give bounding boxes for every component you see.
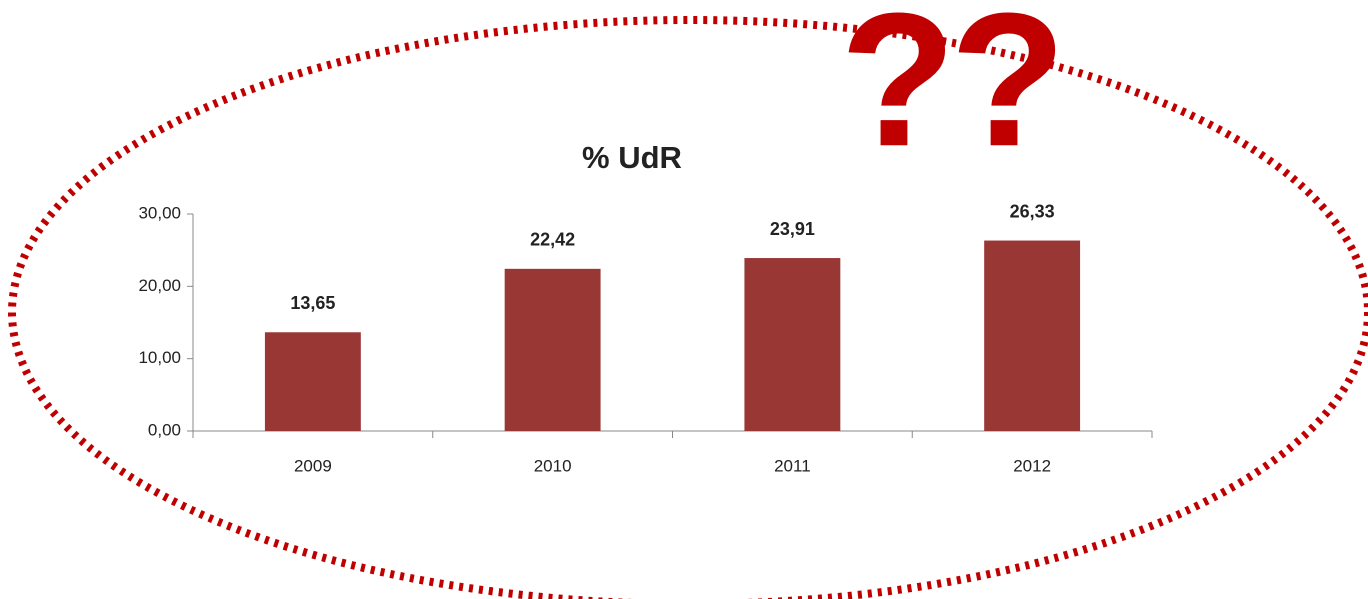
dotted-ellipse	[8, 16, 1368, 599]
value-label: 23,91	[770, 219, 815, 239]
x-tick-label: 2011	[774, 456, 811, 475]
value-label: 22,42	[530, 230, 575, 250]
bar	[984, 240, 1081, 431]
y-tick-label: 30,00	[138, 203, 181, 222]
value-label: 13,65	[290, 293, 335, 313]
y-tick-label: 20,00	[138, 276, 181, 295]
y-tick-label: 10,00	[138, 348, 181, 367]
annotation: ??	[840, 0, 1060, 186]
value-label: 26,33	[1010, 201, 1055, 221]
x-tick-label: 2009	[294, 456, 332, 475]
bar	[264, 332, 361, 431]
x-tick-label: 2012	[1013, 456, 1051, 475]
y-tick-label: 0,00	[148, 420, 181, 439]
chart-title: % UdR	[582, 140, 682, 175]
x-tick-label: 2010	[534, 456, 572, 475]
bar	[744, 258, 841, 431]
bar	[504, 268, 601, 431]
